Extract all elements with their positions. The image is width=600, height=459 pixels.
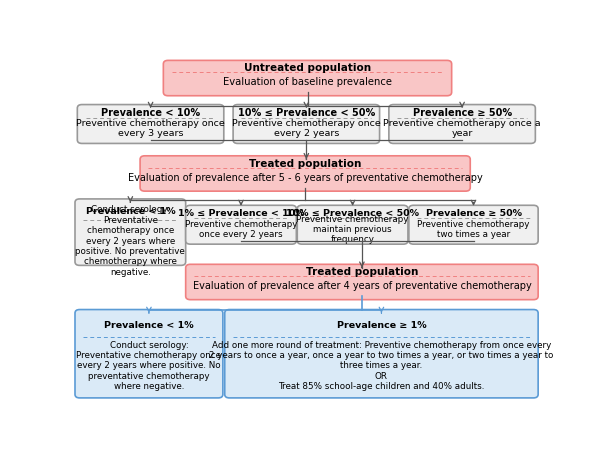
- Text: Preventive chemotherapy once
every 2 years: Preventive chemotherapy once every 2 yea…: [232, 119, 381, 139]
- FancyBboxPatch shape: [163, 61, 452, 96]
- FancyBboxPatch shape: [77, 105, 224, 143]
- Text: 1% ≤ Prevalence < 10%: 1% ≤ Prevalence < 10%: [178, 209, 304, 218]
- Text: Prevalence ≥ 50%: Prevalence ≥ 50%: [413, 108, 512, 118]
- Text: Prevalence < 1%: Prevalence < 1%: [104, 321, 194, 330]
- Text: Evaluation of prevalence after 4 years of preventative chemotherapy: Evaluation of prevalence after 4 years o…: [193, 281, 531, 291]
- Text: Prevalence ≥ 1%: Prevalence ≥ 1%: [337, 321, 426, 330]
- FancyBboxPatch shape: [297, 205, 408, 244]
- Text: 10% ≤ Prevalence < 50%: 10% ≤ Prevalence < 50%: [286, 209, 419, 218]
- Text: Evaluation of baseline prevalence: Evaluation of baseline prevalence: [223, 77, 392, 87]
- Text: Prevalence ≥ 50%: Prevalence ≥ 50%: [425, 209, 521, 218]
- Text: Preventive chemotherapy
maintain previous
frequency: Preventive chemotherapy maintain previou…: [296, 215, 409, 244]
- FancyBboxPatch shape: [185, 264, 538, 300]
- Text: Conduct serology:
Preventative chemotherapy once
every 2 years where positive. N: Conduct serology: Preventative chemother…: [76, 341, 221, 391]
- Text: 10% ≤ Prevalence < 50%: 10% ≤ Prevalence < 50%: [238, 108, 375, 118]
- FancyBboxPatch shape: [409, 205, 538, 244]
- Text: Preventive chemotherapy
once every 2 years: Preventive chemotherapy once every 2 yea…: [185, 220, 297, 239]
- Text: Conduct serology:
Preventative
chemotherapy once
every 2 years where
positive. N: Conduct serology: Preventative chemother…: [76, 205, 185, 277]
- FancyBboxPatch shape: [233, 105, 380, 143]
- Text: Prevalence < 10%: Prevalence < 10%: [101, 108, 200, 118]
- Text: Preventive chemotherapy once a
year: Preventive chemotherapy once a year: [383, 119, 541, 139]
- Text: Treated population: Treated population: [249, 158, 361, 168]
- Text: Prevalence < 1%: Prevalence < 1%: [86, 207, 175, 216]
- Text: Preventive chemotherapy
two times a year: Preventive chemotherapy two times a year: [418, 220, 530, 239]
- Text: Preventive chemotherapy once
every 3 years: Preventive chemotherapy once every 3 yea…: [76, 119, 225, 139]
- Text: Untreated population: Untreated population: [244, 63, 371, 73]
- FancyBboxPatch shape: [225, 309, 538, 398]
- Text: Evaluation of prevalence after 5 - 6 years of preventative chemotherapy: Evaluation of prevalence after 5 - 6 yea…: [128, 173, 482, 183]
- Text: Add one more round of treatment: Preventive chemotherapy from once every
2 years: Add one more round of treatment: Prevent…: [209, 341, 554, 391]
- FancyBboxPatch shape: [185, 205, 296, 244]
- FancyBboxPatch shape: [75, 199, 185, 265]
- Text: Treated population: Treated population: [306, 267, 418, 277]
- FancyBboxPatch shape: [75, 309, 223, 398]
- FancyBboxPatch shape: [389, 105, 535, 143]
- FancyBboxPatch shape: [140, 156, 470, 191]
